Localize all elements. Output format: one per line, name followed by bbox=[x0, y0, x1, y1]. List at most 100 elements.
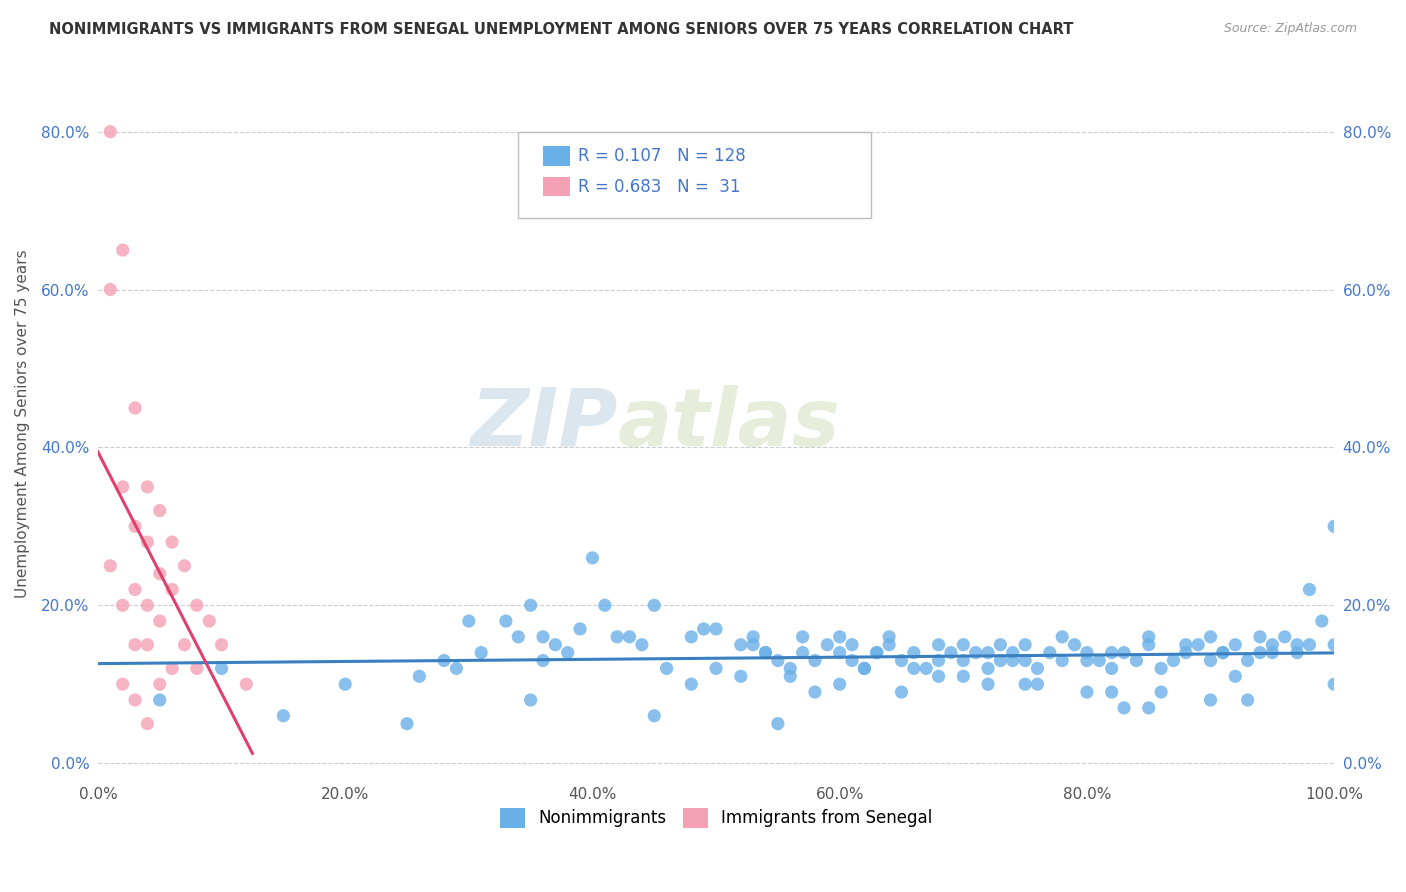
Point bbox=[681, 677, 703, 691]
Point bbox=[173, 558, 195, 573]
Point bbox=[792, 630, 814, 644]
Point bbox=[754, 646, 776, 660]
Point bbox=[1199, 653, 1222, 667]
Point bbox=[730, 638, 752, 652]
Point bbox=[1014, 638, 1036, 652]
Point bbox=[149, 614, 172, 628]
Text: Source: ZipAtlas.com: Source: ZipAtlas.com bbox=[1223, 22, 1357, 36]
Point bbox=[136, 535, 159, 549]
Point bbox=[124, 519, 146, 533]
Point bbox=[939, 646, 962, 660]
Point bbox=[866, 646, 889, 660]
Point bbox=[149, 677, 172, 691]
Point bbox=[1163, 653, 1185, 667]
Point bbox=[1225, 638, 1247, 652]
Point bbox=[952, 653, 974, 667]
Point bbox=[544, 638, 567, 652]
Point bbox=[395, 716, 418, 731]
Point bbox=[186, 599, 208, 613]
Point bbox=[273, 708, 295, 723]
Point bbox=[1112, 701, 1135, 715]
Point bbox=[915, 661, 938, 675]
Legend: Nonimmigrants, Immigrants from Senegal: Nonimmigrants, Immigrants from Senegal bbox=[494, 801, 939, 835]
Point bbox=[98, 125, 121, 139]
Point bbox=[173, 638, 195, 652]
Point bbox=[804, 653, 827, 667]
Point bbox=[1261, 638, 1284, 652]
Point bbox=[160, 535, 183, 549]
Point bbox=[1174, 646, 1197, 660]
Point bbox=[853, 661, 876, 675]
Point bbox=[1249, 646, 1271, 660]
Point bbox=[1174, 638, 1197, 652]
Point bbox=[990, 638, 1012, 652]
Point bbox=[581, 550, 603, 565]
Point bbox=[704, 661, 727, 675]
Point bbox=[1323, 677, 1346, 691]
Point bbox=[965, 646, 987, 660]
Point bbox=[779, 669, 801, 683]
Point bbox=[804, 685, 827, 699]
Point bbox=[1063, 638, 1085, 652]
Point bbox=[1050, 630, 1073, 644]
Text: ZIP: ZIP bbox=[470, 384, 617, 463]
Point bbox=[1101, 661, 1123, 675]
Point bbox=[841, 638, 863, 652]
Point bbox=[160, 582, 183, 597]
Point bbox=[1298, 638, 1320, 652]
Point bbox=[655, 661, 678, 675]
Point bbox=[952, 669, 974, 683]
Point bbox=[754, 646, 776, 660]
Point bbox=[1112, 646, 1135, 660]
Point bbox=[186, 661, 208, 675]
Point bbox=[136, 599, 159, 613]
Point bbox=[1261, 646, 1284, 660]
Point bbox=[903, 661, 925, 675]
Point bbox=[1001, 653, 1024, 667]
Point bbox=[124, 638, 146, 652]
Point bbox=[766, 716, 789, 731]
Point bbox=[815, 638, 838, 652]
Point bbox=[1225, 669, 1247, 683]
Point bbox=[136, 638, 159, 652]
Point bbox=[198, 614, 221, 628]
Point bbox=[1212, 646, 1234, 660]
Text: R = 0.683   N =  31: R = 0.683 N = 31 bbox=[578, 178, 740, 196]
Point bbox=[977, 677, 1000, 691]
Point bbox=[111, 480, 134, 494]
Point bbox=[1310, 614, 1333, 628]
Point bbox=[124, 582, 146, 597]
Point bbox=[792, 646, 814, 660]
Point bbox=[149, 566, 172, 581]
FancyBboxPatch shape bbox=[519, 132, 870, 218]
Point bbox=[742, 638, 765, 652]
Point bbox=[136, 716, 159, 731]
Text: NONIMMIGRANTS VS IMMIGRANTS FROM SENEGAL UNEMPLOYMENT AMONG SENIORS OVER 75 YEAR: NONIMMIGRANTS VS IMMIGRANTS FROM SENEGAL… bbox=[49, 22, 1074, 37]
Point bbox=[681, 630, 703, 644]
Point bbox=[853, 661, 876, 675]
Point bbox=[111, 599, 134, 613]
Point bbox=[766, 653, 789, 667]
Point bbox=[457, 614, 479, 628]
Point bbox=[1026, 661, 1049, 675]
Point bbox=[1076, 685, 1098, 699]
Point bbox=[1274, 630, 1296, 644]
Point bbox=[593, 599, 616, 613]
Point bbox=[446, 661, 468, 675]
Point bbox=[877, 638, 900, 652]
Point bbox=[1014, 653, 1036, 667]
Point bbox=[779, 661, 801, 675]
Point bbox=[1076, 646, 1098, 660]
Point bbox=[903, 646, 925, 660]
Y-axis label: Unemployment Among Seniors over 75 years: Unemployment Among Seniors over 75 years bbox=[15, 250, 30, 598]
Point bbox=[730, 669, 752, 683]
Point bbox=[1298, 582, 1320, 597]
Point bbox=[890, 653, 912, 667]
Point bbox=[606, 630, 628, 644]
Point bbox=[1101, 646, 1123, 660]
Point bbox=[1286, 646, 1309, 660]
Point bbox=[1125, 653, 1147, 667]
Point bbox=[1150, 685, 1173, 699]
Point bbox=[531, 653, 554, 667]
Text: atlas: atlas bbox=[617, 384, 839, 463]
